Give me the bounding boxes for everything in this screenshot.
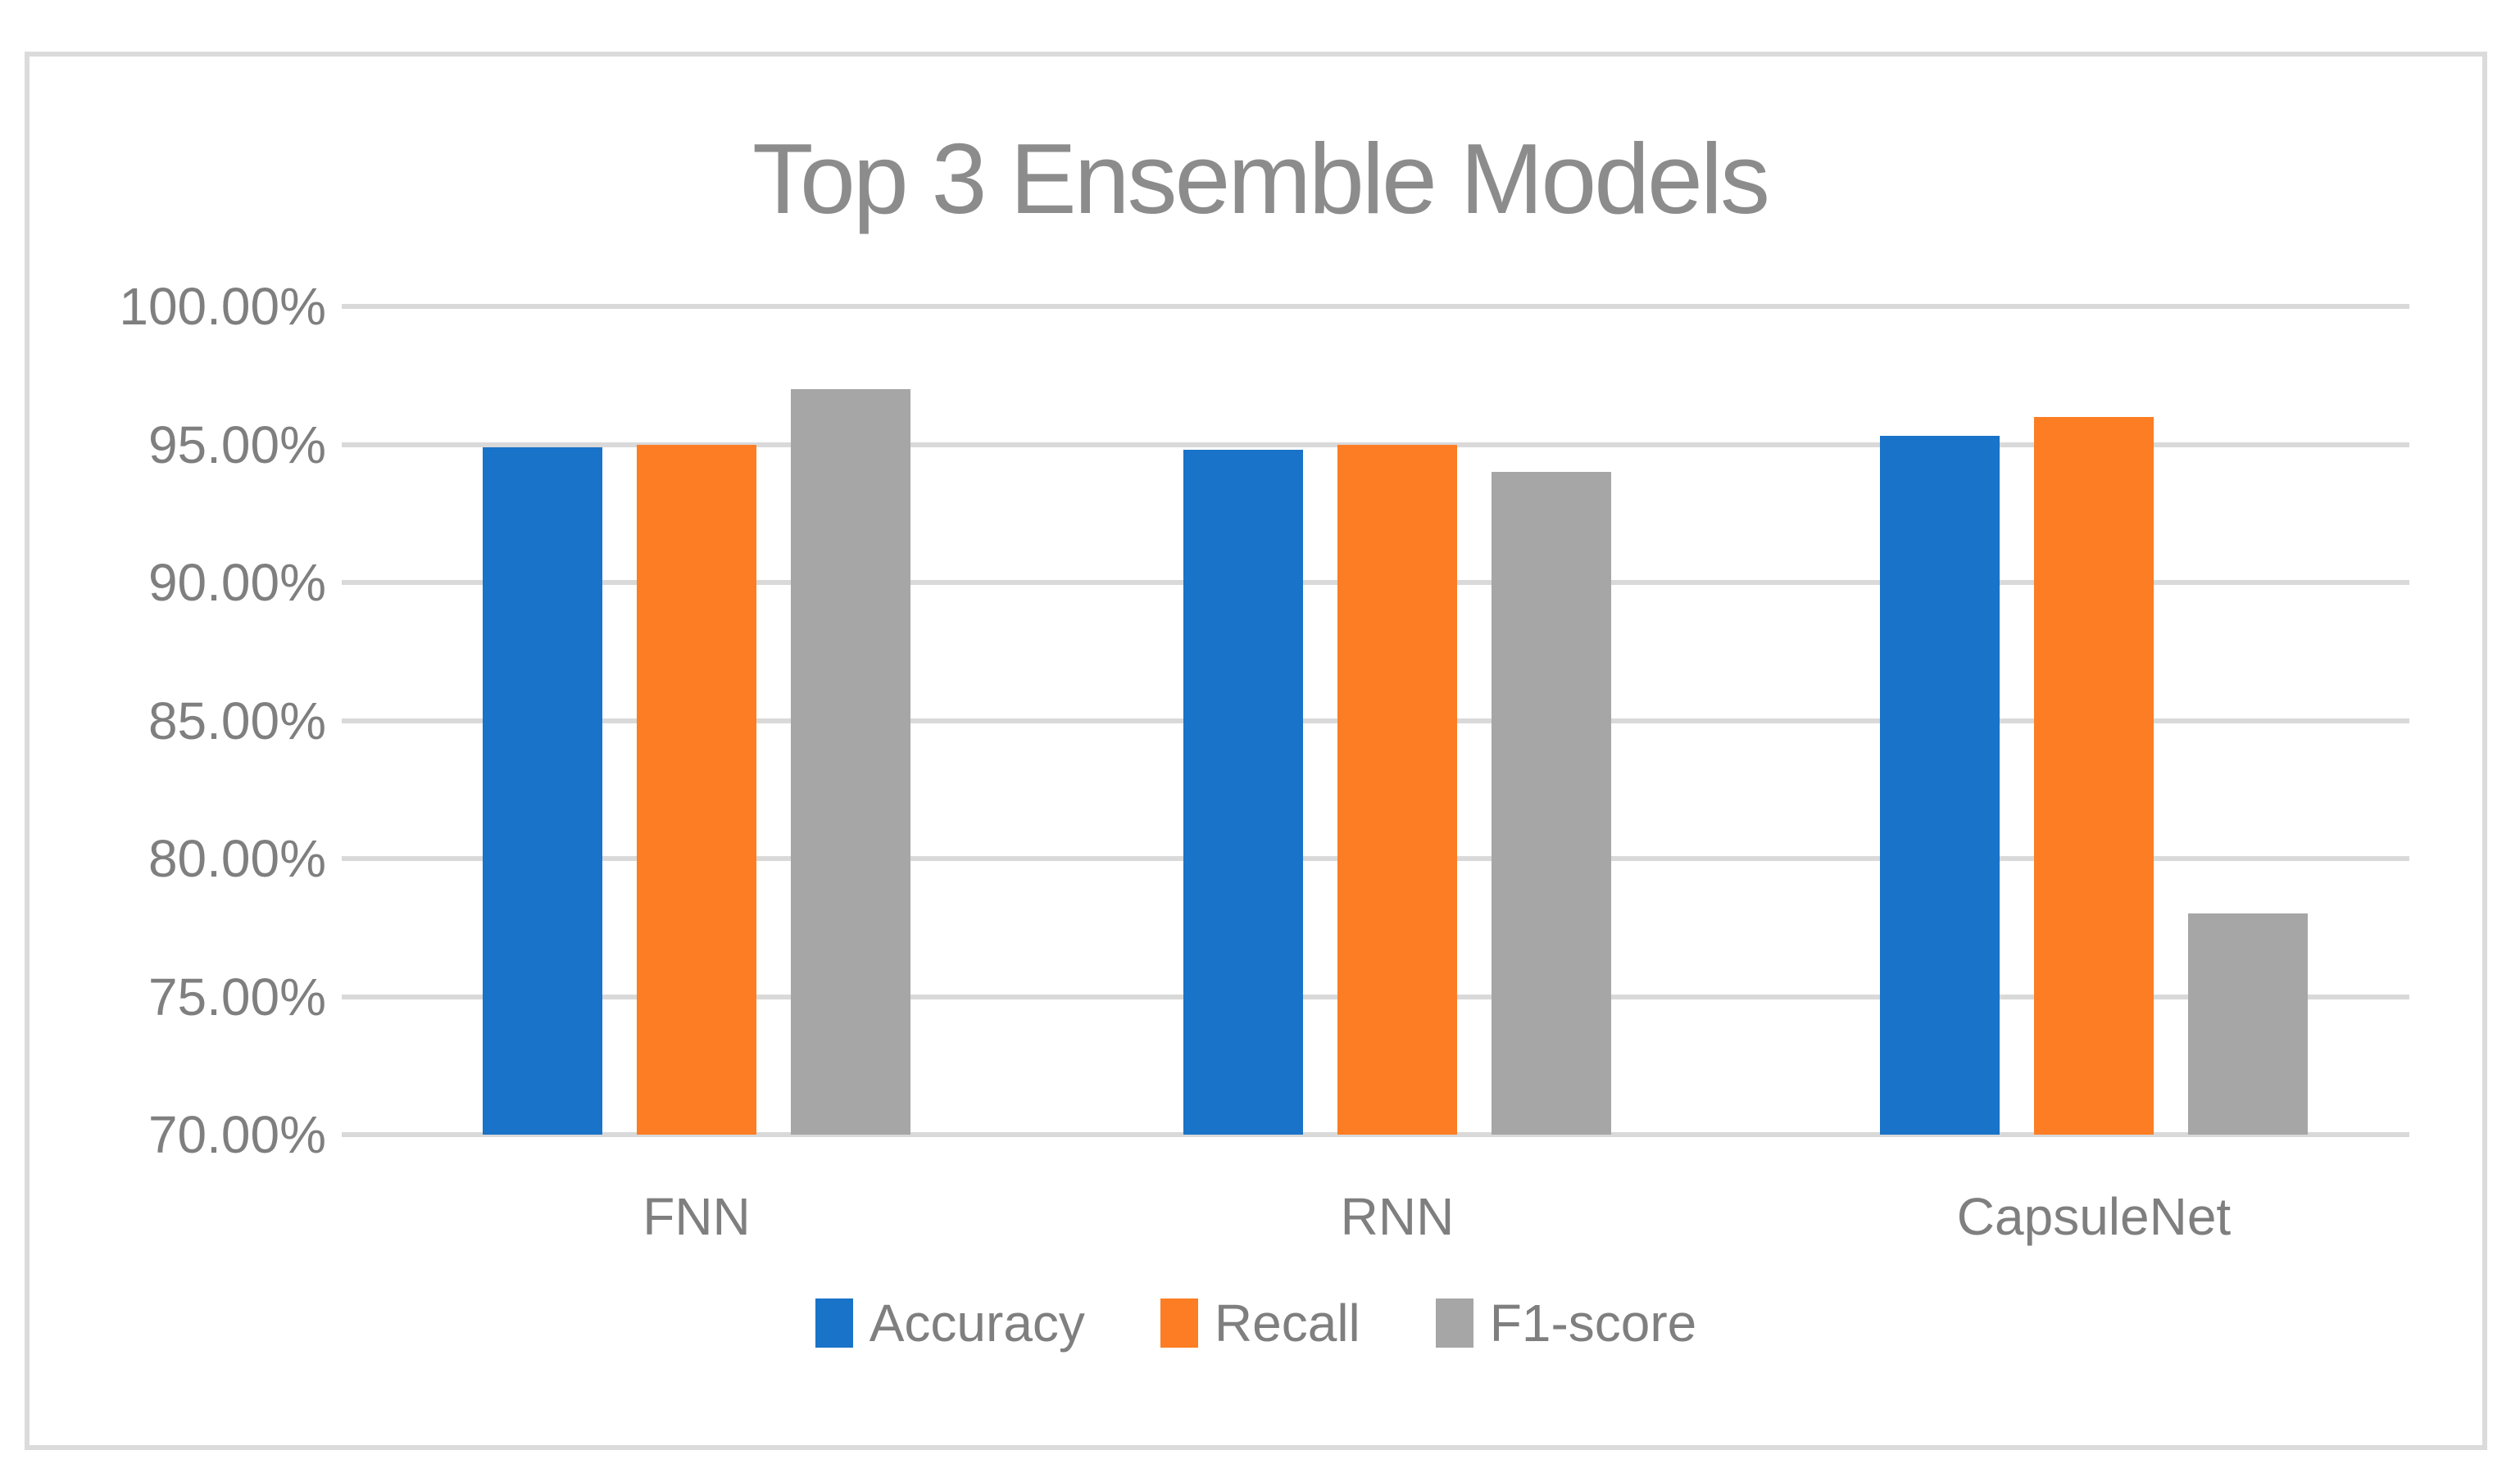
bar-group-rnn bbox=[1183, 444, 1611, 1135]
bar-group-fnn bbox=[483, 389, 910, 1135]
plot-area bbox=[342, 304, 2409, 1137]
legend-label-f1-score: F1-score bbox=[1489, 1294, 1697, 1353]
legend-swatch-f1-score bbox=[1435, 1298, 1473, 1348]
x-tick-label-rnn: RNN bbox=[1340, 1187, 1455, 1246]
bar-f1-score-capsulenet bbox=[2188, 913, 2308, 1135]
legend-item-f1-score: F1-score bbox=[1435, 1293, 1697, 1353]
x-tick-label-capsulenet: CapsuleNet bbox=[1956, 1187, 2232, 1246]
bar-f1-score-fnn bbox=[791, 389, 910, 1135]
bar-recall-fnn bbox=[637, 444, 756, 1135]
y-tick-label-95: 95.00% bbox=[148, 415, 326, 474]
legend-item-recall: Recall bbox=[1160, 1293, 1360, 1353]
legend-swatch-accuracy bbox=[815, 1298, 853, 1348]
bar-group-capsulenet bbox=[1880, 416, 2308, 1135]
bar-accuracy-rnn bbox=[1183, 450, 1303, 1135]
y-tick-label-85: 85.00% bbox=[148, 691, 326, 750]
y-tick-label-100: 100.00% bbox=[119, 277, 326, 336]
bar-accuracy-capsulenet bbox=[1880, 436, 2000, 1135]
y-tick-label-80: 80.00% bbox=[148, 829, 326, 888]
chart-title: Top 3 Ensemble Models bbox=[751, 123, 1770, 234]
x-tick-label-fnn: FNN bbox=[642, 1187, 751, 1246]
legend-label-recall: Recall bbox=[1214, 1294, 1360, 1353]
legend: Accuracy Recall F1-score bbox=[25, 1293, 2487, 1353]
bar-accuracy-fnn bbox=[483, 446, 602, 1135]
bar-recall-rnn bbox=[1337, 444, 1457, 1135]
legend-label-accuracy: Accuracy bbox=[869, 1294, 1085, 1353]
gridline-70 bbox=[342, 1132, 2409, 1137]
legend-swatch-recall bbox=[1160, 1298, 1198, 1348]
bar-recall-capsulenet bbox=[2034, 416, 2154, 1135]
y-tick-label-75: 75.00% bbox=[148, 967, 326, 1027]
y-axis: 100.00% 95.00% 90.00% 85.00% 80.00% 75.00% 70.… bbox=[0, 277, 326, 1164]
x-axis: FNN RNN CapsuleNet bbox=[342, 1186, 2409, 1246]
y-tick-label-70: 70.00% bbox=[148, 1105, 326, 1164]
gridline-100 bbox=[342, 304, 2409, 309]
legend-item-accuracy: Accuracy bbox=[815, 1293, 1085, 1353]
y-tick-label-90: 90.00% bbox=[148, 553, 326, 612]
bar-f1-score-rnn bbox=[1492, 472, 1611, 1135]
